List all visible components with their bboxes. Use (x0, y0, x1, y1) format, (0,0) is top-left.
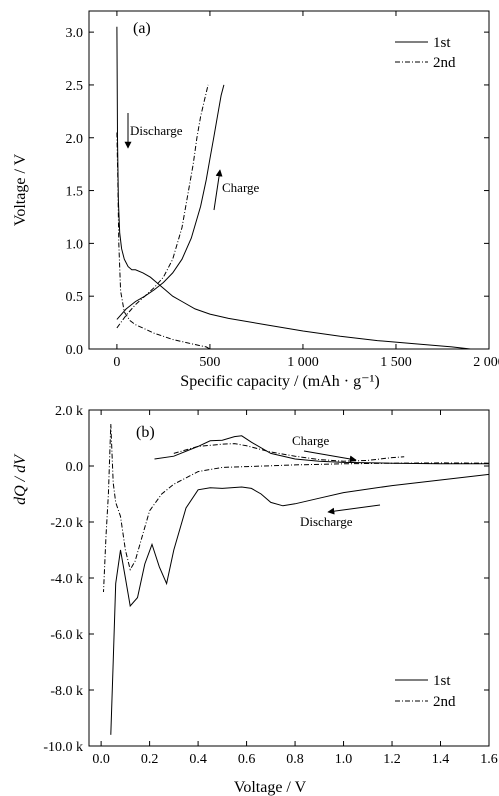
y-tick-label: -10.0 k (43, 740, 83, 755)
panel-b: (b) Voltage / V dQ / dV 0.0 0.2 0.4 0.6 0.8 1… (12, 404, 498, 796)
annotation-charge: Charge (222, 180, 260, 195)
y-tick-label: -4.0 k (50, 572, 83, 587)
y-tick-label: 0.5 (66, 290, 84, 305)
series-line-2nd-charge (116, 84, 209, 329)
panel-a: (a) Specific capacity / (mAh · g⁻¹) Volt… (12, 10, 499, 390)
y-tick-label: 2.0 (66, 132, 84, 147)
series-line-2nd-discharge (116, 132, 211, 350)
x-tick-label: 0.4 (189, 752, 207, 767)
panel-a-ticks: 0 500 1 000 1 500 2 000 0.0 0.5 1.0 1.5 2.0 2.5 3.0 (66, 11, 499, 370)
x-tick-label: 0.8 (286, 752, 304, 767)
legend-label-1st: 1st (433, 673, 451, 689)
panel-a-label: (a) (133, 20, 151, 37)
x-tick-label: 0.0 (92, 752, 110, 767)
x-tick-label: 2 000 (473, 355, 499, 370)
x-tick-label: 1.0 (335, 752, 353, 767)
legend-label-1st: 1st (433, 35, 451, 51)
panel-a-series (116, 26, 471, 350)
panel-b-frame (88, 409, 490, 747)
x-tick-label: 0.6 (238, 752, 256, 767)
legend-label-2nd: 2nd (433, 55, 456, 71)
panel-b-x-axis-label: Voltage / V (234, 779, 307, 796)
panel-a-annotations: Discharge Charge (124, 113, 260, 211)
series-line-1st-charge (116, 84, 225, 320)
y-tick-label: -8.0 k (50, 684, 83, 699)
x-tick-label: 1.6 (480, 752, 498, 767)
annotation-charge: Charge (292, 433, 330, 448)
x-tick-label: 0 (113, 355, 120, 370)
panel-a-x-axis-label: Specific capacity / (mAh · g⁻¹) (180, 373, 379, 390)
x-tick-label: 0.2 (141, 752, 159, 767)
y-tick-label: 0.0 (66, 460, 84, 475)
series-line-1st-discharge (110, 473, 490, 735)
panel-b-legend: 1st 2nd (395, 673, 456, 710)
x-tick-label: 1.4 (432, 752, 450, 767)
panel-b-series (103, 423, 490, 735)
x-tick-label: 1 000 (287, 355, 319, 370)
y-tick-label: 1.0 (66, 237, 84, 252)
panel-b-annotations: Charge Discharge (292, 433, 381, 529)
x-tick-label: 1.2 (383, 752, 401, 767)
annotation-charge-arrow (213, 169, 223, 211)
y-tick-label: 3.0 (66, 26, 84, 41)
y-tick-label: 1.5 (66, 185, 84, 200)
panel-b-y-axis-label: dQ / dV (12, 453, 29, 505)
panel-a-legend: 1st 2nd (395, 35, 456, 71)
annotation-discharge-arrow (327, 504, 381, 515)
annotation-charge-arrow (303, 450, 357, 463)
panel-b-ticks: 0.0 0.2 0.4 0.6 0.8 1.0 1.2 1.4 1.6 -10.0 k -8.0 k… (43, 404, 497, 767)
y-tick-label: -6.0 k (50, 628, 83, 643)
x-tick-label: 1 500 (380, 355, 412, 370)
series-line-1st-discharge (116, 26, 471, 350)
series-line-2nd-charge (173, 443, 405, 462)
y-tick-label: 2.0 k (55, 404, 83, 419)
legend-label-2nd: 2nd (433, 694, 456, 710)
y-tick-label: 0.0 (66, 343, 84, 358)
panel-a-y-axis-label: Voltage / V (12, 153, 29, 226)
y-tick-label: -2.0 k (50, 516, 83, 531)
x-tick-label: 500 (199, 355, 220, 370)
panel-b-label: (b) (136, 424, 155, 441)
panel-a-frame (88, 10, 490, 350)
y-tick-label: 2.5 (66, 79, 84, 94)
series-line-2nd-discharge (103, 423, 490, 593)
annotation-discharge: Discharge (300, 514, 353, 529)
annotation-discharge: Discharge (130, 123, 183, 138)
